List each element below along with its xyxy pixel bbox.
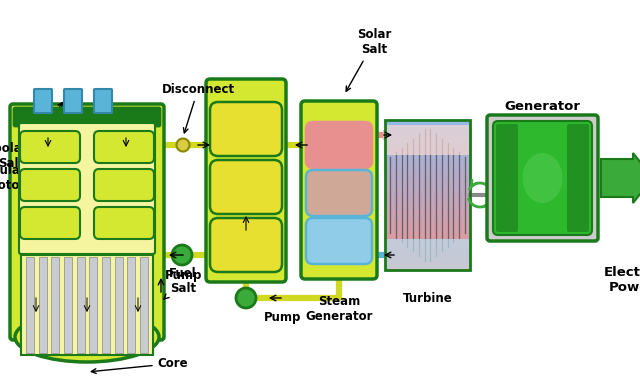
FancyBboxPatch shape (210, 160, 282, 214)
FancyBboxPatch shape (34, 89, 52, 113)
Bar (386, 239, 469, 269)
Text: Circulation
Motors: Circulation Motors (0, 103, 63, 192)
Bar (385, 119, 470, 127)
Bar (385, 172, 470, 180)
FancyBboxPatch shape (210, 102, 282, 156)
Text: Disconnect: Disconnect (161, 83, 235, 133)
Bar (385, 149, 470, 157)
Bar (385, 179, 470, 187)
Text: Electric
Power: Electric Power (604, 266, 640, 294)
Bar (386, 125, 469, 155)
Text: Turbine: Turbine (403, 292, 452, 305)
Bar (140, 257, 148, 353)
Bar (385, 247, 470, 255)
Text: Generator: Generator (504, 99, 580, 113)
Bar (77, 257, 84, 353)
Ellipse shape (15, 312, 159, 362)
Bar (385, 142, 470, 150)
Text: Pump: Pump (165, 268, 203, 281)
FancyBboxPatch shape (210, 218, 282, 272)
Ellipse shape (20, 319, 154, 355)
Text: Core: Core (92, 357, 188, 374)
Bar (385, 164, 470, 172)
Text: Steam
Generator: Steam Generator (305, 295, 372, 323)
Text: Pump: Pump (264, 311, 301, 324)
Bar (385, 225, 470, 232)
FancyBboxPatch shape (306, 218, 372, 264)
Bar (26, 257, 34, 353)
FancyBboxPatch shape (94, 131, 154, 163)
FancyBboxPatch shape (94, 169, 154, 201)
Bar (385, 255, 470, 263)
Ellipse shape (24, 324, 150, 350)
FancyBboxPatch shape (383, 130, 472, 140)
Ellipse shape (522, 153, 563, 203)
Text: Coolant
Salt: Coolant Salt (0, 142, 59, 170)
Bar (90, 257, 97, 353)
Bar (385, 157, 470, 165)
Bar (385, 120, 470, 270)
FancyBboxPatch shape (567, 124, 589, 232)
Bar (38, 257, 47, 353)
Bar (385, 217, 470, 225)
Circle shape (172, 245, 192, 265)
FancyBboxPatch shape (94, 89, 112, 113)
Bar (127, 257, 135, 353)
FancyBboxPatch shape (10, 104, 164, 340)
FancyBboxPatch shape (64, 89, 82, 113)
FancyBboxPatch shape (20, 131, 80, 163)
Bar (102, 257, 110, 353)
Bar (51, 257, 60, 353)
FancyBboxPatch shape (19, 123, 155, 254)
Circle shape (176, 250, 186, 260)
Bar (21, 255, 153, 355)
Bar (385, 134, 470, 142)
Bar (385, 120, 470, 270)
FancyBboxPatch shape (306, 122, 372, 168)
FancyBboxPatch shape (487, 115, 598, 241)
Text: Solar
Salt: Solar Salt (346, 28, 391, 91)
Bar (385, 187, 470, 195)
FancyBboxPatch shape (493, 121, 592, 235)
FancyBboxPatch shape (20, 207, 80, 239)
Bar (385, 232, 470, 240)
FancyBboxPatch shape (94, 207, 154, 239)
Circle shape (177, 139, 189, 152)
Text: Fuel
Salt: Fuel Salt (164, 267, 197, 299)
FancyArrow shape (601, 153, 640, 203)
FancyBboxPatch shape (496, 124, 518, 232)
Bar (385, 262, 470, 270)
FancyBboxPatch shape (306, 170, 372, 216)
FancyBboxPatch shape (14, 108, 160, 126)
Bar (385, 210, 470, 217)
Circle shape (236, 288, 256, 308)
Bar (385, 195, 470, 202)
Bar (64, 257, 72, 353)
FancyBboxPatch shape (20, 169, 80, 201)
Bar (385, 127, 470, 135)
Bar (385, 202, 470, 210)
Bar (115, 257, 123, 353)
FancyBboxPatch shape (206, 79, 286, 282)
FancyBboxPatch shape (301, 101, 377, 279)
Bar (385, 240, 470, 248)
